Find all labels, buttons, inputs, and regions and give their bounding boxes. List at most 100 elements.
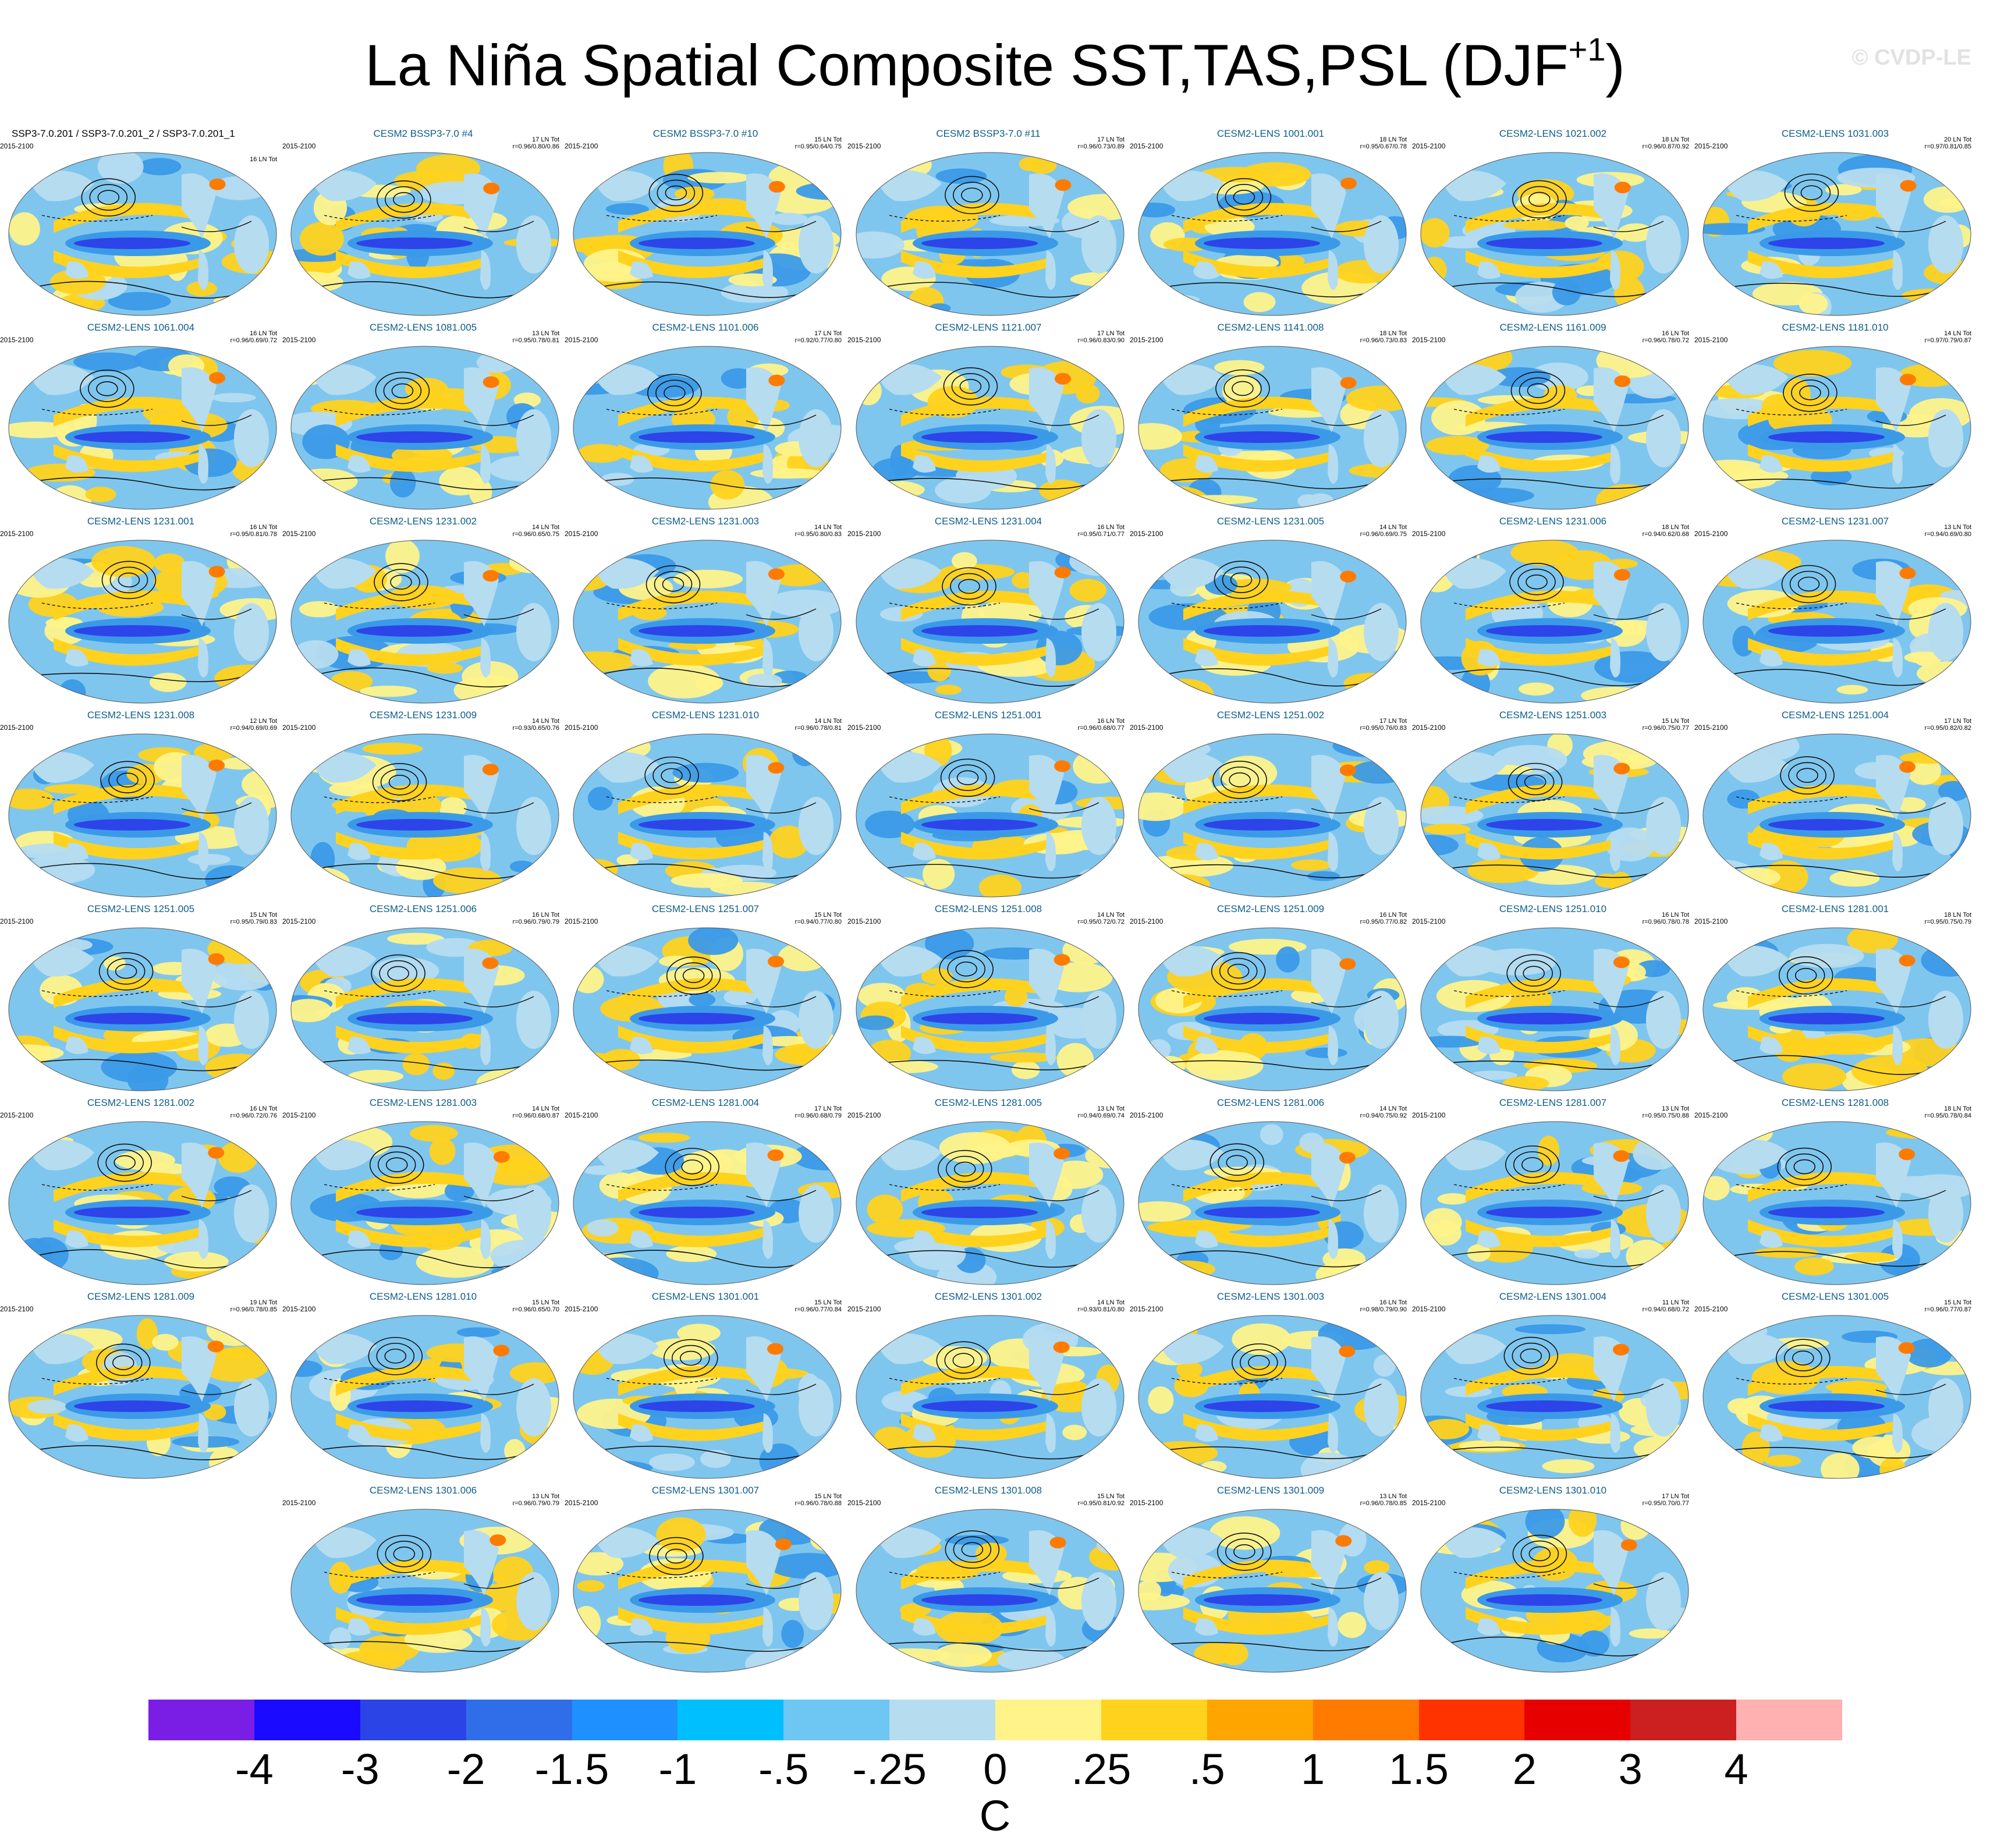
- map-16: [290, 540, 559, 704]
- map-outline: [1138, 346, 1407, 510]
- africa-land: [234, 1184, 269, 1243]
- psl-contour-dashed: [1736, 990, 1847, 997]
- asia-land: [878, 1139, 942, 1170]
- anomaly-patch: [433, 867, 502, 895]
- map-42: [1702, 1121, 1971, 1285]
- asia-land: [1160, 751, 1224, 783]
- americas-land: [1311, 1530, 1346, 1595]
- map-2: [290, 152, 559, 316]
- asia-land: [595, 945, 659, 977]
- map-outline: [290, 1121, 559, 1285]
- panel: CESM2-LENS 1231.004 2015-2100 16 LN Tot r=0…: [847, 516, 1129, 708]
- panel-correlation: r=0.96/0.79/0.79: [512, 1500, 559, 1507]
- anomaly-patch: [1467, 1244, 1491, 1262]
- psl-contour: [1509, 563, 1564, 601]
- anomaly-patch: [858, 982, 906, 1009]
- psl-contour: [81, 178, 136, 217]
- psl-contour: [1211, 952, 1266, 991]
- panel: CESM2-LENS 1281.006 2015-2100 14 LN Tot r=0…: [1130, 1097, 1411, 1289]
- panel-event-count: 15 LN Tot: [814, 1493, 842, 1500]
- panel: CESM2-LENS 1231.005 2015-2100 14 LN Tot r=0…: [1130, 516, 1411, 708]
- south-america-land: [198, 832, 208, 871]
- anomaly-patch: [1633, 1435, 1689, 1462]
- panel-title: CESM2-LENS 1301.002: [934, 1291, 1042, 1302]
- panel-correlation: r=0.95/0.75/0.79: [1924, 918, 1971, 925]
- map-7: [1702, 152, 1971, 316]
- anomaly-patch: [768, 825, 810, 859]
- australia-land: [1760, 843, 1783, 860]
- panel-event-count: 16 LN Tot: [1662, 330, 1689, 337]
- hot-spot: [1335, 1535, 1352, 1547]
- south-america-land: [480, 250, 491, 290]
- warm-band-south: [618, 1026, 764, 1054]
- hot-spot: [493, 1345, 510, 1357]
- psl-contour: [1794, 968, 1817, 983]
- panel: CESM2-LENS 1251.007 2015-2100 15 LN Tot r=0…: [565, 903, 846, 1095]
- warm-band-south: [1466, 250, 1611, 278]
- anomaly-patch: [58, 679, 86, 703]
- anomaly-patch: [1552, 279, 1581, 306]
- psl-contour: [1229, 772, 1251, 788]
- psl-contour-south: [594, 476, 828, 490]
- psl-contour: [1520, 186, 1559, 213]
- panel-title: CESM2-LENS 1231.004: [934, 516, 1042, 527]
- panel-title: CESM2-LENS 1251.004: [1781, 710, 1889, 721]
- anomaly-patch: [1799, 293, 1828, 314]
- south-america-land: [1892, 1026, 1903, 1065]
- map-outline: [8, 1315, 277, 1479]
- cold-tongue-core: [1768, 819, 1885, 831]
- americas-land: [1311, 173, 1346, 239]
- panel-title: CESM2-LENS 1251.003: [1499, 710, 1607, 721]
- anomaly-patch: [1073, 749, 1124, 784]
- warm-band-north: [901, 1172, 1047, 1202]
- anomaly-patch: [101, 1051, 178, 1083]
- asia-land: [313, 1527, 377, 1558]
- anomaly-patch: [240, 293, 268, 309]
- anomaly-patch: [402, 1053, 430, 1076]
- psl-contour: [647, 374, 702, 412]
- anomaly-patch: [638, 1132, 690, 1143]
- anomaly-patch: [996, 1648, 1065, 1672]
- psl-contour: [672, 1345, 710, 1372]
- psl-contour: [937, 1150, 992, 1189]
- psl-contour: [382, 569, 420, 595]
- psl-contour-south: [1442, 1445, 1676, 1459]
- cold-tongue-core: [921, 431, 1038, 443]
- anomaly-patch: [1904, 651, 1945, 664]
- psl-contour: [377, 1151, 416, 1178]
- panel-title: CESM2 BSSP3-7.0 #11: [936, 128, 1041, 139]
- anomaly-patch: [1421, 835, 1459, 856]
- anomaly-patch: [1364, 1560, 1390, 1575]
- psl-contour: [940, 758, 995, 797]
- psl-contour: [1506, 954, 1561, 992]
- africa-land: [1081, 409, 1116, 467]
- asia-land: [595, 1139, 659, 1170]
- hot-spot: [1049, 1537, 1066, 1549]
- map-40: [1138, 1121, 1407, 1285]
- psl-contour-atlantic: [1593, 608, 1664, 620]
- cold-tongue-core: [921, 625, 1038, 637]
- warm-band-north: [901, 1559, 1047, 1590]
- panel-period: 2015-2100: [847, 917, 881, 925]
- colorbar-swatch: [1736, 1700, 1842, 1740]
- psl-contour-dashed: [324, 215, 435, 222]
- anomaly-patch: [1424, 824, 1471, 835]
- south-america-land: [1328, 1026, 1338, 1065]
- anomaly-patch: [1349, 1269, 1406, 1284]
- anomaly-patch: [104, 956, 126, 971]
- psl-contour: [380, 769, 419, 796]
- psl-contour: [369, 1145, 424, 1184]
- psl-contour: [661, 768, 683, 783]
- psl-contour: [97, 190, 120, 205]
- hot-spot: [489, 1534, 506, 1546]
- australia-land: [65, 649, 88, 666]
- cold-tongue-core: [1204, 819, 1320, 831]
- asia-land: [878, 1333, 942, 1364]
- warm-band-south: [1183, 1219, 1329, 1247]
- warm-band-south: [901, 1219, 1047, 1247]
- warm-band-south: [618, 1219, 764, 1247]
- africa-land: [516, 215, 551, 274]
- anomaly-patch: [1424, 1208, 1462, 1237]
- south-america-land: [1892, 1413, 1903, 1453]
- africa-land: [1081, 797, 1116, 855]
